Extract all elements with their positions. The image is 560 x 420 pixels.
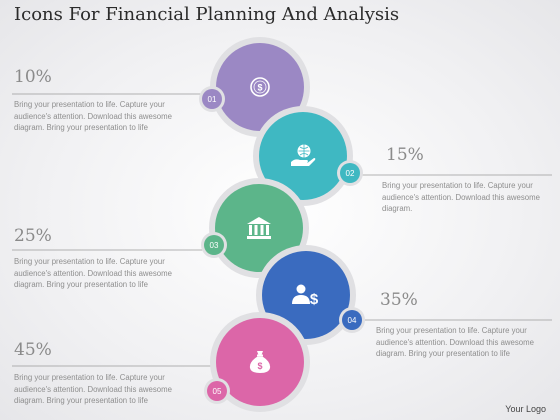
step-number-badge-2: 02 bbox=[337, 160, 363, 186]
step-number-1: 01 bbox=[208, 95, 217, 104]
dollar-coin-icon: $ bbox=[250, 77, 270, 97]
bank-icon bbox=[247, 217, 271, 239]
step-number-3: 03 bbox=[210, 241, 219, 250]
svg-text:$: $ bbox=[257, 361, 262, 371]
step-number-badge-5: 05 bbox=[204, 378, 230, 404]
step-description-3: Bring your presentation to life. Capture… bbox=[14, 257, 172, 290]
step-number-5: 05 bbox=[213, 387, 222, 396]
person-dollar-icon: $ bbox=[292, 284, 319, 308]
step-number-4: 04 bbox=[348, 316, 357, 325]
step-description-1: Bring your presentation to life. Capture… bbox=[14, 100, 172, 133]
step-description-4: Bring your presentation to life. Capture… bbox=[376, 326, 534, 359]
money-bag-icon: $ bbox=[249, 351, 271, 373]
svg-text:$: $ bbox=[257, 83, 262, 93]
step-description-5: Bring your presentation to life. Capture… bbox=[14, 373, 172, 406]
step-number-badge-4: 04 bbox=[339, 307, 365, 333]
step-number-2: 02 bbox=[346, 169, 355, 178]
hand-globe-icon bbox=[291, 144, 316, 166]
step-percent-5: 45% bbox=[14, 340, 52, 360]
step-percent-3: 25% bbox=[14, 226, 52, 246]
step-percent-2: 15% bbox=[386, 145, 424, 165]
step-number-badge-3: 03 bbox=[201, 232, 227, 258]
step-percent-1: 10% bbox=[14, 67, 52, 87]
company-logo-text: Your Logo bbox=[505, 404, 546, 414]
step-description-2: Bring your presentation to life. Capture… bbox=[382, 181, 540, 214]
step-number-badge-1: 01 bbox=[199, 86, 225, 112]
svg-text:$: $ bbox=[310, 291, 319, 308]
page-title: Icons For Financial Planning And Analysi… bbox=[14, 4, 400, 25]
step-percent-4: 35% bbox=[380, 290, 418, 310]
